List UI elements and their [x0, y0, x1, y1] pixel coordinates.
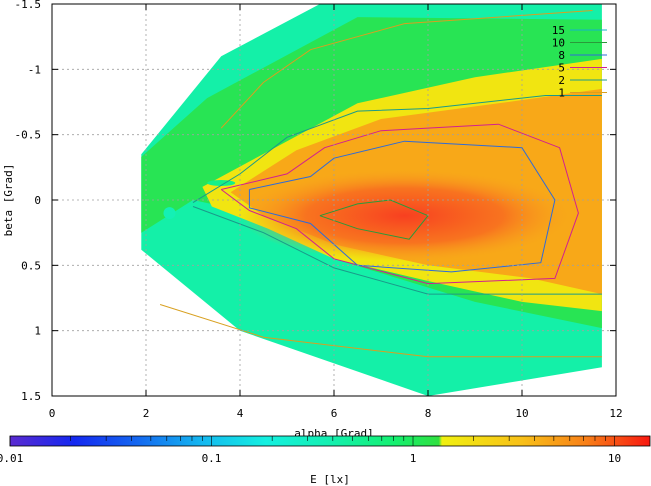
y-tick-label: 0.5: [21, 259, 41, 272]
legend-label: 5: [558, 62, 565, 75]
legend-label: 2: [558, 74, 565, 87]
colorbar-tick-label: 10: [608, 452, 621, 465]
contour-1: [159, 304, 602, 358]
colorbar: 0.01 0.1 1 10: [0, 435, 651, 465]
y-tick-label: 0: [34, 194, 41, 207]
legend-label: 1: [558, 87, 565, 100]
grid: [52, 4, 616, 396]
contour-2: [192, 95, 602, 204]
contour-2: [192, 206, 602, 295]
contour-1: [220, 10, 593, 129]
field-island: [163, 207, 176, 220]
legend-label: 10: [552, 37, 565, 50]
y-tick-label: -1: [28, 63, 41, 76]
colorbar-label: E [lx]: [310, 473, 350, 486]
y-tick-label: 1.5: [21, 390, 41, 403]
contour-5: [220, 123, 579, 285]
y-tick-label: -1.5: [15, 0, 42, 11]
x-tick-label: 4: [237, 407, 244, 420]
x-tick-label: 6: [331, 407, 338, 420]
x-tick-label: 10: [515, 407, 528, 420]
colorbar-tick-label: 0.1: [202, 452, 222, 465]
x-tick-label: 12: [609, 407, 622, 420]
y-axis-label: beta [Grad]: [2, 164, 15, 237]
y-tick-label: -0.5: [15, 129, 42, 142]
y-tick-label: 1: [34, 325, 41, 338]
legend-label: 8: [558, 49, 565, 62]
x-tick-label: 0: [49, 407, 56, 420]
legend-label: 15: [552, 24, 565, 37]
x-tick-label: 2: [143, 407, 150, 420]
contour-8: [248, 140, 556, 273]
field-region-peak: [240, 169, 569, 262]
colorbar-tick-label: 0.01: [0, 452, 23, 465]
colorbar-tick-label: 1: [410, 452, 417, 465]
axis-ticks: 0 2 4 6 8 10 12-1.5-1-0.500.511.5: [15, 0, 623, 420]
x-tick-label: 8: [425, 407, 432, 420]
